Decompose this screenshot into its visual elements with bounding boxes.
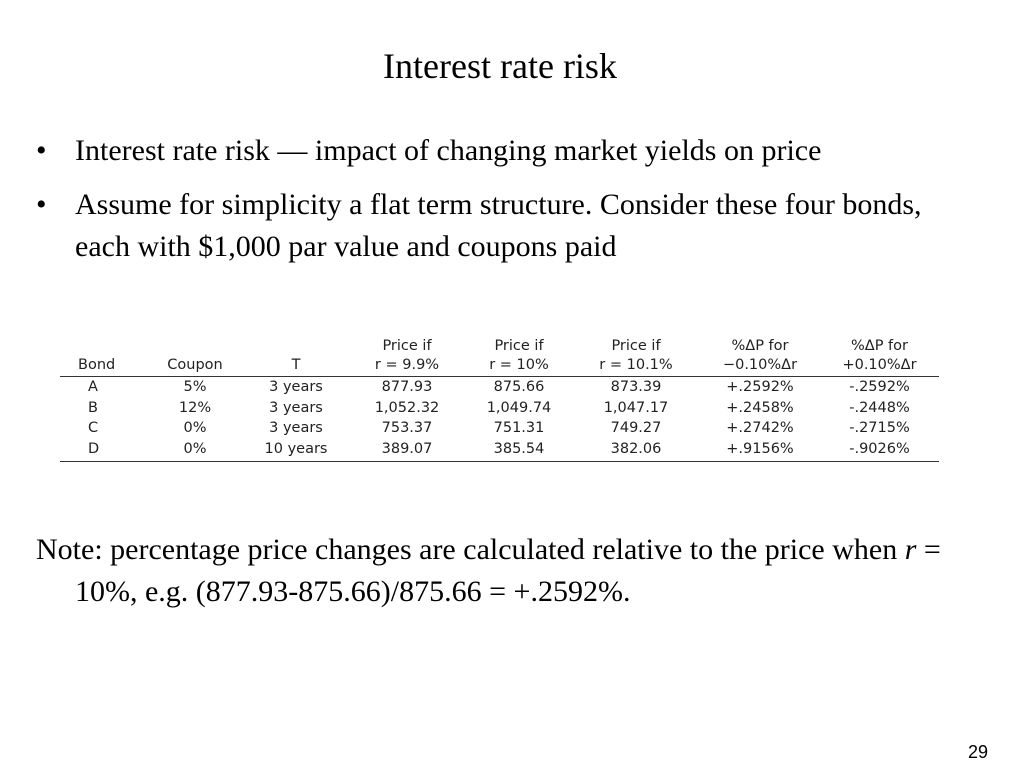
table-cell: 389.07 — [348, 438, 466, 462]
header-cell-maturity: T — [244, 356, 348, 377]
bond-price-table: Price if Price if Price if %ΔP for %ΔP f… — [60, 337, 939, 462]
table-cell: 753.37 — [381, 420, 433, 436]
bullet-text: Assume for simplicity a flat term struct… — [75, 188, 922, 263]
table-cell: +.2592% — [726, 379, 794, 395]
table-cell: 1,049.74 — [486, 399, 552, 416]
table-cell: C — [88, 420, 99, 436]
table-cell: +.2458% — [726, 399, 794, 416]
header-cell: Price if — [494, 338, 544, 354]
header-cell — [60, 337, 146, 356]
header-cell-price-high: r = 10.1% — [572, 356, 700, 377]
header-cell — [146, 337, 244, 356]
table-cell: -.9026% — [820, 438, 939, 462]
table-cell: 875.66 — [493, 379, 545, 395]
page-number: 29 — [967, 742, 988, 762]
table-row: B 12% 3 years 1,052.32 1,049.74 1,047.17… — [60, 398, 939, 419]
table-cell: 12% — [178, 399, 212, 416]
table-cell: +.9156% — [700, 438, 820, 462]
bullet-item: • Interest rate risk — impact of changin… — [36, 130, 946, 172]
bullet-item: • Assume for simplicity a flat term stru… — [36, 184, 946, 268]
table-cell: -.2715% — [849, 420, 910, 436]
header-cell: Price if — [611, 338, 661, 354]
header-cell: %ΔP for — [851, 338, 908, 354]
table-cell: 3 years — [269, 399, 323, 416]
note-text-start: Note: percentage price changes are calcu… — [36, 533, 905, 566]
note-text-end: = 10%, e.g. (877.93-875.66)/875.66 = +.2… — [75, 533, 941, 608]
header-cell — [244, 337, 348, 356]
header-cell-change-up: +0.10%Δr — [820, 356, 939, 377]
bullet-marker: • — [36, 188, 47, 221]
table-cell: -.2448% — [849, 399, 910, 416]
slide-title: Interest rate risk — [383, 46, 617, 86]
table-row: C 0% 3 years 753.37 751.31 749.27 +.2742… — [60, 418, 939, 439]
table-cell: 749.27 — [610, 420, 662, 436]
header-cell-bond: Bond — [60, 356, 146, 377]
bullet-text: Interest rate risk — impact of changing … — [75, 134, 822, 167]
header-cell: Price if — [382, 338, 432, 354]
table-cell: 3 years — [269, 379, 323, 395]
table-cell: 10 years — [244, 438, 348, 462]
header-cell-price-mid: r = 10% — [466, 356, 572, 377]
table-cell: 1,052.32 — [374, 399, 440, 416]
table-cell: 873.39 — [610, 379, 662, 395]
table-cell: 382.06 — [572, 438, 700, 462]
table-cell: A — [88, 379, 98, 395]
note-paragraph: Note: percentage price changes are calcu… — [36, 529, 1005, 613]
table-cell: B — [88, 399, 98, 416]
table-cell: 0% — [146, 438, 244, 462]
header-cell: %ΔP for — [731, 338, 789, 354]
table-cell: +.2742% — [726, 420, 794, 436]
header-cell-change-down: −0.10%Δr — [700, 356, 820, 377]
table-cell: 0% — [183, 420, 207, 436]
table-cell: -.2592% — [849, 379, 910, 395]
header-cell-coupon: Coupon — [146, 356, 244, 377]
table-cell: 385.54 — [466, 438, 572, 462]
table-row: A 5% 3 years 877.93 875.66 873.39 +.2592… — [60, 377, 939, 398]
table-header-row-top: Price if Price if Price if %ΔP for %ΔP f… — [60, 337, 939, 356]
table-cell: 3 years — [269, 420, 323, 436]
table-cell: 877.93 — [381, 379, 433, 395]
bullet-list: • Interest rate risk — impact of changin… — [36, 130, 946, 280]
table-header-row-bottom: Bond Coupon T r = 9.9% r = 10% r = 10.1%… — [60, 356, 939, 377]
table-cell: 5% — [183, 379, 207, 395]
table-row: D 0% 10 years 389.07 385.54 382.06 +.915… — [60, 438, 939, 462]
table-cell: 1,047.17 — [603, 399, 669, 416]
note-variable: r — [904, 533, 917, 566]
header-cell-price-low: r = 9.9% — [348, 356, 466, 377]
table-cell: 751.31 — [493, 420, 545, 436]
bullet-marker: • — [36, 134, 47, 167]
table-cell: D — [60, 438, 146, 462]
